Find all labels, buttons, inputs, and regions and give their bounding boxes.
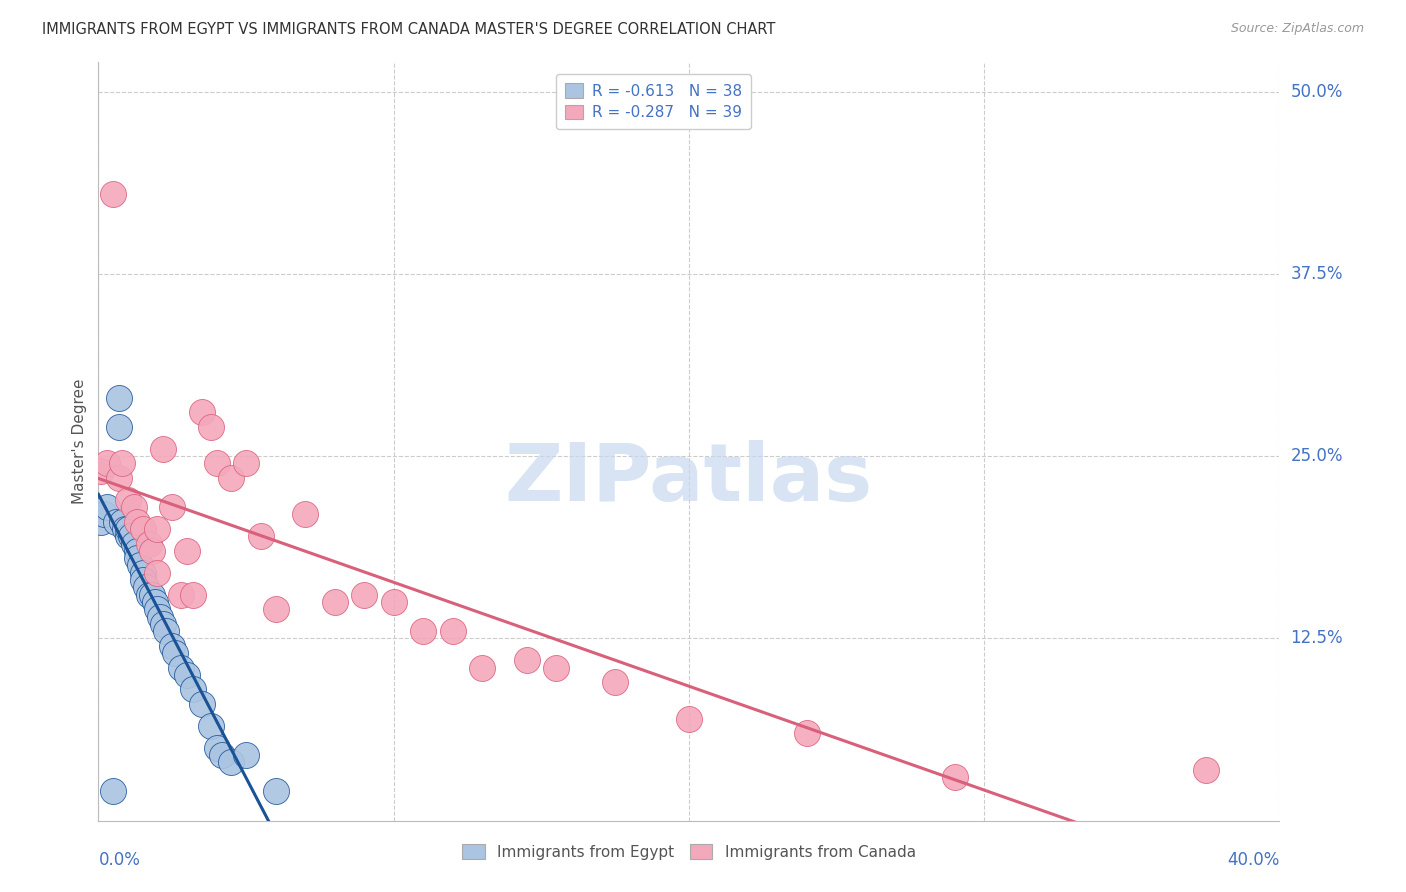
Point bbox=[176, 668, 198, 682]
Point bbox=[108, 471, 131, 485]
Point bbox=[135, 580, 157, 594]
Point bbox=[205, 740, 228, 755]
Point bbox=[221, 756, 243, 770]
Text: ZIPatlas: ZIPatlas bbox=[505, 441, 873, 518]
Point bbox=[1195, 763, 1218, 777]
Point bbox=[103, 186, 125, 201]
Point bbox=[353, 588, 375, 602]
Point bbox=[120, 529, 142, 543]
Point bbox=[264, 784, 287, 798]
Point bbox=[235, 747, 257, 762]
Point bbox=[108, 391, 131, 405]
Point bbox=[125, 515, 148, 529]
Point bbox=[382, 595, 405, 609]
Point bbox=[146, 522, 169, 536]
Point bbox=[146, 602, 169, 616]
Point bbox=[605, 675, 627, 690]
Point bbox=[90, 464, 112, 478]
Point bbox=[122, 500, 145, 515]
Legend: Immigrants from Egypt, Immigrants from Canada: Immigrants from Egypt, Immigrants from C… bbox=[456, 838, 922, 866]
Point bbox=[138, 588, 160, 602]
Point bbox=[211, 747, 233, 762]
Point bbox=[155, 624, 177, 639]
Point bbox=[141, 544, 163, 558]
Point bbox=[105, 515, 128, 529]
Point bbox=[176, 544, 198, 558]
Point bbox=[294, 508, 316, 522]
Point bbox=[125, 544, 148, 558]
Point bbox=[93, 508, 115, 522]
Point bbox=[103, 784, 125, 798]
Point bbox=[516, 653, 538, 667]
Point bbox=[132, 573, 155, 587]
Point bbox=[111, 515, 134, 529]
Point bbox=[181, 588, 204, 602]
Point bbox=[138, 536, 160, 550]
Point bbox=[117, 522, 139, 536]
Point bbox=[122, 536, 145, 550]
Point bbox=[117, 492, 139, 507]
Point bbox=[170, 588, 193, 602]
Text: 40.0%: 40.0% bbox=[1227, 851, 1279, 869]
Text: IMMIGRANTS FROM EGYPT VS IMMIGRANTS FROM CANADA MASTER'S DEGREE CORRELATION CHAR: IMMIGRANTS FROM EGYPT VS IMMIGRANTS FROM… bbox=[42, 22, 776, 37]
Point bbox=[141, 588, 163, 602]
Point bbox=[264, 602, 287, 616]
Point bbox=[235, 457, 257, 471]
Point bbox=[471, 660, 494, 674]
Point bbox=[132, 566, 155, 580]
Point bbox=[111, 457, 134, 471]
Point bbox=[162, 500, 183, 515]
Point bbox=[149, 609, 172, 624]
Point bbox=[162, 639, 183, 653]
Text: 12.5%: 12.5% bbox=[1291, 630, 1343, 648]
Y-axis label: Master's Degree: Master's Degree bbox=[72, 379, 87, 504]
Point bbox=[90, 515, 112, 529]
Point bbox=[441, 624, 464, 639]
Point bbox=[943, 770, 966, 784]
Point bbox=[323, 595, 346, 609]
Point bbox=[412, 624, 434, 639]
Point bbox=[181, 682, 204, 697]
Point bbox=[143, 595, 166, 609]
Point bbox=[200, 719, 222, 733]
Text: 0.0%: 0.0% bbox=[98, 851, 141, 869]
Point bbox=[132, 522, 155, 536]
Point bbox=[546, 660, 568, 674]
Point bbox=[108, 420, 131, 434]
Point bbox=[128, 558, 150, 573]
Text: Source: ZipAtlas.com: Source: ZipAtlas.com bbox=[1230, 22, 1364, 36]
Point bbox=[152, 442, 174, 456]
Point bbox=[125, 551, 148, 566]
Point bbox=[205, 457, 228, 471]
Point bbox=[191, 697, 214, 711]
Point bbox=[250, 529, 273, 543]
Point bbox=[170, 660, 193, 674]
Point bbox=[796, 726, 818, 740]
Point bbox=[152, 616, 174, 631]
Point bbox=[114, 522, 136, 536]
Point bbox=[191, 405, 214, 419]
Text: 37.5%: 37.5% bbox=[1291, 265, 1343, 283]
Text: 50.0%: 50.0% bbox=[1291, 83, 1343, 101]
Point bbox=[200, 420, 222, 434]
Point bbox=[117, 529, 139, 543]
Point bbox=[146, 566, 169, 580]
Point bbox=[96, 457, 118, 471]
Text: 25.0%: 25.0% bbox=[1291, 447, 1343, 465]
Point bbox=[678, 712, 700, 726]
Point bbox=[221, 471, 243, 485]
Point bbox=[96, 500, 118, 515]
Point bbox=[165, 646, 187, 660]
